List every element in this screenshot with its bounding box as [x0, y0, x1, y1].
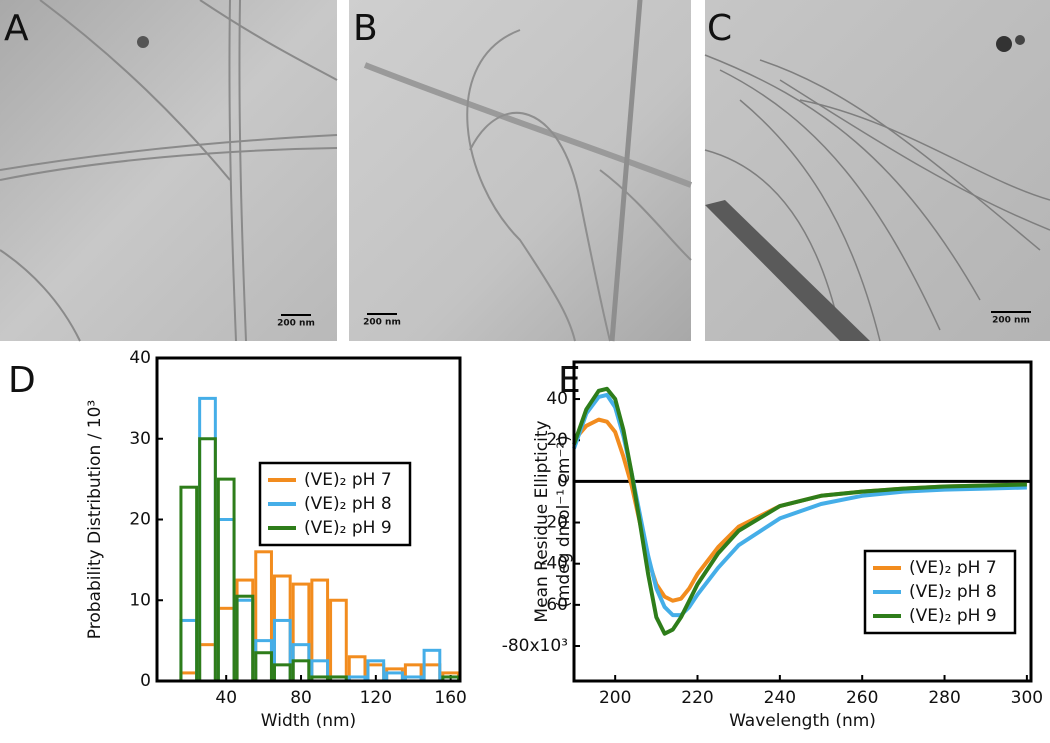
plot-frame: [155, 356, 462, 683]
micrograph-b: [349, 0, 693, 342]
legend-label: (VE)₂ pH 9: [909, 606, 997, 626]
legend-label: (VE)₂ pH 9: [304, 518, 392, 538]
y-tick-label: 10: [129, 590, 151, 610]
legend-label: (VE)₂ pH 8: [909, 582, 997, 602]
x-axis-label: Wavelength (nm): [729, 711, 876, 731]
y-tick-label: -60: [540, 595, 568, 615]
x-tick-label: 80: [290, 688, 312, 708]
y-axis-label: Mean Residue Ellipticity: [532, 420, 552, 622]
y-tick-label: 40: [546, 389, 568, 409]
panel-label: B: [353, 8, 378, 49]
line: [572, 386, 1027, 636]
bar: [403, 663, 423, 683]
panel-label: D: [8, 360, 36, 401]
plot-frame: [572, 360, 1033, 683]
y-tick-label: 0: [557, 471, 568, 491]
legend-label: (VE)₂ pH 7: [909, 558, 997, 578]
bar: [216, 518, 236, 683]
x-tick-label: 200: [599, 688, 631, 708]
x-tick-label: 120: [360, 688, 392, 708]
legend-label: (VE)₂ pH 8: [304, 494, 392, 514]
bar: [422, 663, 442, 683]
bar: [291, 582, 311, 683]
micrograph-a: [0, 0, 338, 342]
x-tick-label: 260: [846, 688, 878, 708]
bar: [254, 550, 273, 683]
x-axis-label: Width (nm): [261, 711, 356, 731]
scale-bar-label: 200 nm: [363, 318, 401, 328]
panel-label: A: [4, 8, 29, 49]
x-tick-label: 300: [1011, 688, 1043, 708]
y-tick-label: 40: [129, 348, 151, 368]
scale-bar-label: 200 nm: [277, 319, 315, 329]
y-axis-label: (mdeg dmol⁻¹ cm⁻²): [554, 435, 574, 608]
bar: [272, 663, 292, 683]
y-tick-label: -20: [540, 513, 568, 533]
bar: [216, 606, 236, 683]
bar: [385, 667, 404, 683]
bar: [198, 396, 217, 683]
bar: [254, 651, 273, 683]
bar: [310, 578, 330, 683]
x-tick-label: 240: [764, 688, 796, 708]
y-tick-label: 0: [140, 671, 151, 691]
bar: [272, 618, 292, 683]
bar: [179, 485, 199, 683]
bar: [254, 639, 273, 683]
panel-label: C: [707, 8, 732, 49]
scale-bar-label: 200 nm: [992, 316, 1030, 326]
y-tick-label: 20: [546, 430, 568, 450]
bar: [329, 598, 348, 683]
bar: [216, 477, 236, 683]
legend-label: (VE)₂ pH 7: [304, 470, 392, 490]
bar: [235, 594, 255, 683]
crystal: [705, 200, 870, 341]
line: [572, 392, 1027, 618]
x-tick-label: 160: [434, 688, 466, 708]
bar: [198, 643, 217, 683]
x-tick-label: 280: [928, 688, 960, 708]
x-tick-label: 220: [681, 688, 713, 708]
micrograph-c: [704, 0, 1050, 342]
y-tick-label: -40: [540, 554, 568, 574]
y-axis-label: Probability Distribution / 10³: [85, 400, 105, 639]
y-tick-label: -80x10³: [502, 636, 568, 656]
y-tick-label: 30: [129, 429, 151, 449]
bar: [235, 598, 255, 683]
y-tick-label: 20: [129, 510, 151, 530]
x-tick-label: 40: [215, 688, 237, 708]
